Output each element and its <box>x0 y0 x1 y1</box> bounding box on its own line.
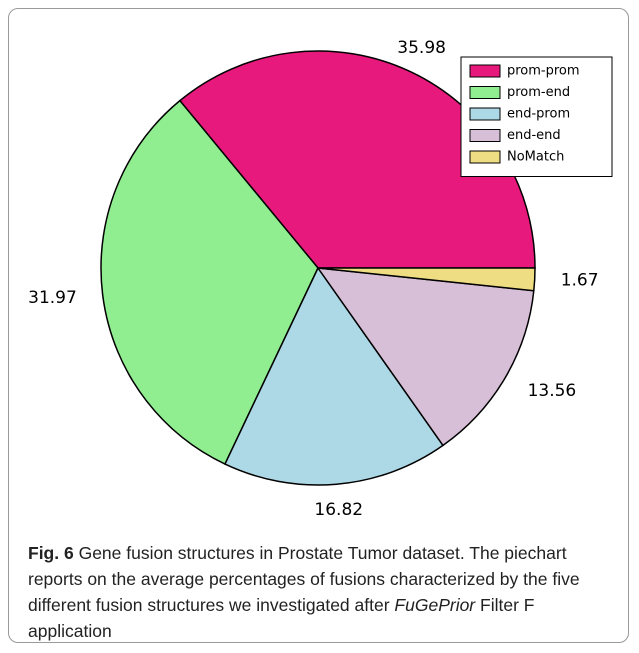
legend-label: prom-end <box>507 85 570 100</box>
caption-tail: Filter F application <box>28 595 535 641</box>
legend-swatch <box>469 150 501 164</box>
pie-slice <box>223 266 445 486</box>
caption-text: Gene fusion structures in Prostate Tumor… <box>28 543 580 615</box>
legend-swatch <box>469 129 501 142</box>
slice-label: 35.98 <box>397 38 446 58</box>
legend-swatch <box>469 86 501 99</box>
legend-label: end-prom <box>507 107 570 122</box>
legend-label: end-end <box>507 128 561 143</box>
figure-frame <box>8 8 629 643</box>
legend-label: prom-prom <box>507 64 580 79</box>
pie-slice <box>317 267 536 292</box>
caption-label: Fig. 6 <box>28 543 74 563</box>
slice-label: 31.97 <box>28 288 77 308</box>
slice-label: 13.56 <box>528 381 577 401</box>
pie-slice <box>316 267 535 447</box>
pie-slice <box>178 50 536 269</box>
chart: 35.98 31.97 16.82 13.56 1.67 prom-prom prom-en… <box>28 38 613 520</box>
slice-label: 16.82 <box>314 500 363 520</box>
legend-label: NoMatch <box>507 150 564 165</box>
pie-slice <box>100 99 319 466</box>
caption-emphasis: FuGePrior <box>394 595 476 615</box>
slice-label: 1.67 <box>561 271 599 291</box>
legend-swatch <box>469 64 501 78</box>
caption: Fig. 6 Gene fusion structures in Prostat… <box>28 540 620 644</box>
legend-swatch <box>469 107 501 121</box>
